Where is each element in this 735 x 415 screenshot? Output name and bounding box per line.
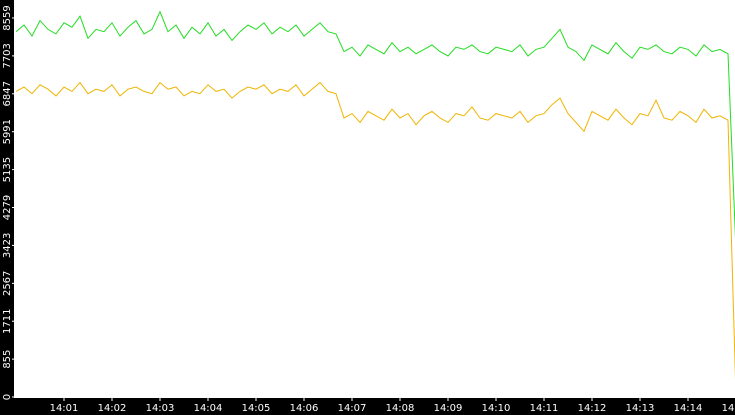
y-tick-label: 5135 bbox=[2, 157, 13, 182]
y-tick-label: 6847 bbox=[2, 81, 13, 106]
x-tick-label: 14:07 bbox=[338, 403, 367, 414]
series-line bbox=[15, 10, 735, 239]
x-tick-label: 14:15 bbox=[722, 403, 735, 414]
plot-area bbox=[14, 0, 735, 398]
x-tick-label: 14:05 bbox=[242, 403, 271, 414]
x-tick-label: 14:10 bbox=[482, 403, 511, 414]
x-tick-label: 14:03 bbox=[146, 403, 175, 414]
x-tick-label: 14:01 bbox=[50, 403, 79, 414]
y-tick-label: 5991 bbox=[2, 119, 13, 144]
x-tick-label: 14:13 bbox=[626, 403, 655, 414]
x-tick-label: 14:12 bbox=[578, 403, 607, 414]
y-tick-label: 3423 bbox=[2, 233, 13, 258]
y-tick-label: 8559 bbox=[2, 5, 13, 30]
y-tick-label: 2567 bbox=[2, 271, 13, 296]
y-tick-label: 4279 bbox=[2, 195, 13, 220]
x-tick-label: 14:11 bbox=[530, 403, 559, 414]
y-tick-label: 0 bbox=[2, 394, 13, 400]
x-tick-label: 14:08 bbox=[386, 403, 415, 414]
x-tick-label: 14:06 bbox=[290, 403, 319, 414]
y-tick-label: 7703 bbox=[2, 43, 13, 68]
y-tick-label: 1711 bbox=[2, 309, 13, 334]
x-tick-label: 14:04 bbox=[194, 403, 223, 414]
x-tick-label: 14:14 bbox=[674, 403, 703, 414]
x-tick-label: 14:09 bbox=[434, 403, 463, 414]
series-line bbox=[15, 81, 735, 380]
x-tick-label: 14:02 bbox=[98, 403, 127, 414]
y-tick-label: 855 bbox=[2, 350, 13, 369]
